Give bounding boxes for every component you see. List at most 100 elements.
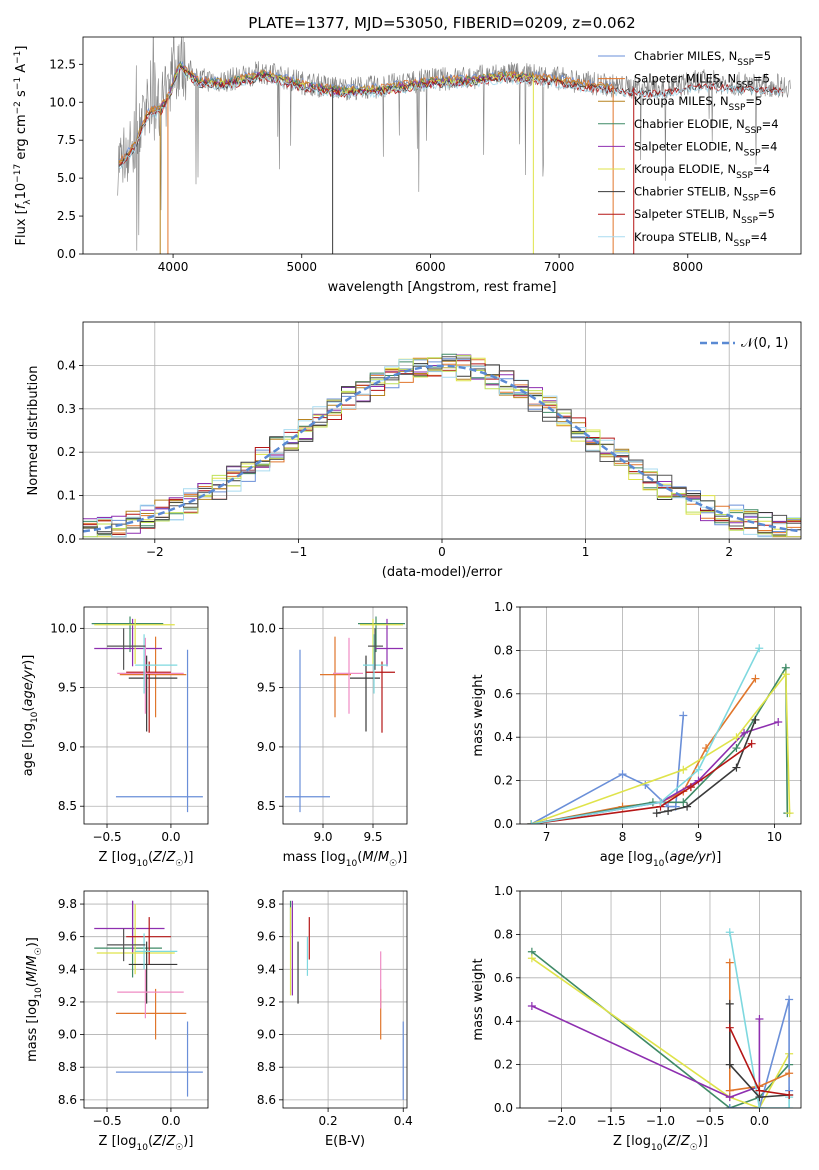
weight-marker: [725, 999, 734, 1008]
weight-marker: [652, 809, 661, 818]
panel-age-vs-metallicity: −0.5 0.0 8.5 9.0 9.5 10.0 Z [log10(Z/Z☉)] age […: [21, 606, 209, 869]
weight-marker: [785, 995, 794, 1004]
x-axis-label: Z [log10(Z/Z☉)]: [99, 1134, 194, 1153]
x-tick-label: 5000: [286, 260, 317, 274]
y-tick-label: 9.0: [58, 1028, 77, 1042]
axis-ticks: −2.0 −1.5 −1.0 −0.5 0.0 0.0 0.2 0.4 0.6 0.8 1.0: [494, 884, 769, 1128]
x-tick-label: 0.0: [161, 830, 180, 844]
weight-marker: [751, 674, 760, 683]
weight-marker: [679, 798, 688, 807]
x-axis-label: Z [log10(Z/Z☉)]: [613, 1134, 708, 1153]
weight-line-7: [531, 647, 760, 824]
weight-marker: [725, 958, 734, 967]
x-tick-label: 4000: [158, 260, 189, 274]
weight-line-5: [729, 932, 790, 1108]
legend: Chabrier MILES, NSSP=5 Salpeter MILES, NS…: [598, 49, 779, 249]
plots-layer: 4000 5000 6000 7000 80000.02.55.07.510.012.5…: [13, 36, 802, 1153]
y-tick-label: 0.6: [494, 971, 513, 985]
x-tick-label: 1: [582, 545, 590, 559]
axes-frame: [82, 321, 802, 540]
legend-entry-5: Kroupa ELODIE, NSSP=4: [634, 162, 770, 181]
panel-spectrum: 4000 5000 6000 7000 8000 0.0 2.5 5.0 7.5 10.0 12.5…: [13, 36, 802, 295]
y-tick-label: 0.2: [494, 774, 513, 788]
y-tick-label: 0.4: [494, 730, 513, 744]
panel-massweight-vs-age: 7 8 9 10 0.0 0.2 0.4 0.6 0.8 1.0 mass weight age [l…: [471, 600, 802, 869]
weight-marker: [648, 798, 657, 807]
weight-marker: [527, 954, 536, 963]
legend-entry-7: Salpeter STELIB, NSSP=5: [634, 207, 775, 226]
plot-area: [83, 353, 801, 538]
weight-marker: [725, 1023, 734, 1032]
y-tick-label: 9.8: [58, 897, 77, 911]
plot-area: [285, 616, 405, 813]
y-axis-label: mass weight: [471, 674, 486, 756]
y-tick-label: 8.5: [58, 799, 77, 813]
x-tick-label: 9.0: [313, 830, 332, 844]
x-tick-label: 0.0: [161, 1114, 180, 1128]
weight-marker: [785, 809, 794, 818]
y-tick-label: 2.5: [57, 209, 76, 223]
weight-marker: [725, 1086, 734, 1095]
plot-area: [289, 900, 404, 1100]
model-line-7: [118, 66, 784, 165]
weight-marker: [747, 739, 756, 748]
weight-marker: [732, 744, 741, 753]
y-tick-label: 1.0: [494, 600, 513, 614]
axes-frame: [83, 606, 209, 825]
y-tick-label: 10.0: [50, 621, 77, 635]
axis-ticks: −2 −1 0 1 2 0.0 0.1 0.2 0.3 0.4: [57, 358, 733, 559]
x-axis-label: wavelength [Angstrom, rest frame]: [328, 280, 557, 295]
x-tick-label: 7000: [544, 260, 575, 274]
axes-frame: [519, 890, 802, 1109]
legend-entry-1: Salpeter MILES, NSSP=5: [634, 72, 770, 91]
x-tick-label: 7: [543, 830, 551, 844]
axis-ticks: −0.5 0.0 8.6 8.8 9.0 9.2 9.4 9.6 9.8: [58, 897, 181, 1128]
x-tick-label: −2: [146, 545, 164, 559]
axis-ticks: 7 8 9 10 0.0 0.2 0.4 0.6 0.8 1.0: [494, 600, 782, 844]
plot-area: [91, 616, 203, 813]
y-tick-label: 0.4: [494, 1014, 513, 1028]
chart-title: PLATE=1377, MJD=53050, FIBERID=0209, z=0…: [248, 14, 635, 32]
x-axis-label: (data-model)/error: [382, 565, 503, 580]
weight-marker: [664, 806, 673, 815]
x-tick-label: −0.5: [92, 1114, 121, 1128]
y-axis-label: mass [log10(M/M☉)]: [25, 937, 44, 1062]
x-tick-label: −1.0: [646, 1114, 675, 1128]
weight-marker: [781, 670, 790, 679]
axis-ticks: 9.0 9.5 8.5 9.0 9.5 10.0: [249, 621, 382, 844]
weight-marker: [785, 1104, 794, 1108]
y-tick-label: 9.4: [58, 962, 77, 976]
y-tick-label: 0.0: [494, 817, 513, 831]
y-tick-label: 0.1: [57, 489, 76, 503]
x-axis-label: Z [log10(Z/Z☉)]: [99, 850, 194, 869]
x-axis-label: age [log10(age/yr)]: [600, 850, 722, 869]
y-tick-label: 0.0: [57, 247, 76, 261]
x-tick-label: −1: [290, 545, 308, 559]
legend-entry-6: Chabrier STELIB, NSSP=6: [634, 185, 776, 204]
legend: 𝒩(0, 1): [700, 336, 788, 351]
axis-ticks: −0.5 0.0 8.5 9.0 9.5 10.0: [50, 621, 180, 844]
axes-frame: [83, 890, 209, 1109]
plot-area: [527, 644, 794, 824]
weight-marker: [774, 718, 783, 727]
y-tick-label: 0.0: [494, 1101, 513, 1115]
x-tick-label: −0.5: [695, 1114, 724, 1128]
y-tick-label: 9.2: [58, 995, 77, 1009]
x-tick-label: −1.5: [596, 1114, 625, 1128]
weight-marker: [785, 1069, 794, 1078]
weight-marker: [694, 765, 703, 774]
weight-line-3: [729, 999, 790, 1108]
legend-entry-4: Salpeter ELODIE, NSSP=4: [634, 139, 777, 158]
x-tick-label: −0.5: [92, 830, 121, 844]
weight-marker: [725, 1060, 734, 1069]
panel-mass-vs-metallicity: −0.5 0.0 8.6 8.8 9.0 9.2 9.4 9.6 9.8 Z [log10(Z/Z…: [25, 890, 209, 1153]
weight-line-6: [729, 1003, 790, 1099]
weight-marker: [732, 733, 741, 742]
y-tick-label: 10.0: [249, 621, 276, 635]
weight-marker: [679, 711, 688, 720]
y-tick-label: 8.6: [257, 1093, 276, 1107]
y-tick-label: 8.8: [257, 1060, 276, 1074]
axis-ticks: 4000 5000 6000 7000 8000 0.0 2.5 5.0 7.5 10.0 12.5: [49, 57, 703, 274]
weight-marker: [732, 763, 741, 772]
x-tick-label: 2: [725, 545, 733, 559]
